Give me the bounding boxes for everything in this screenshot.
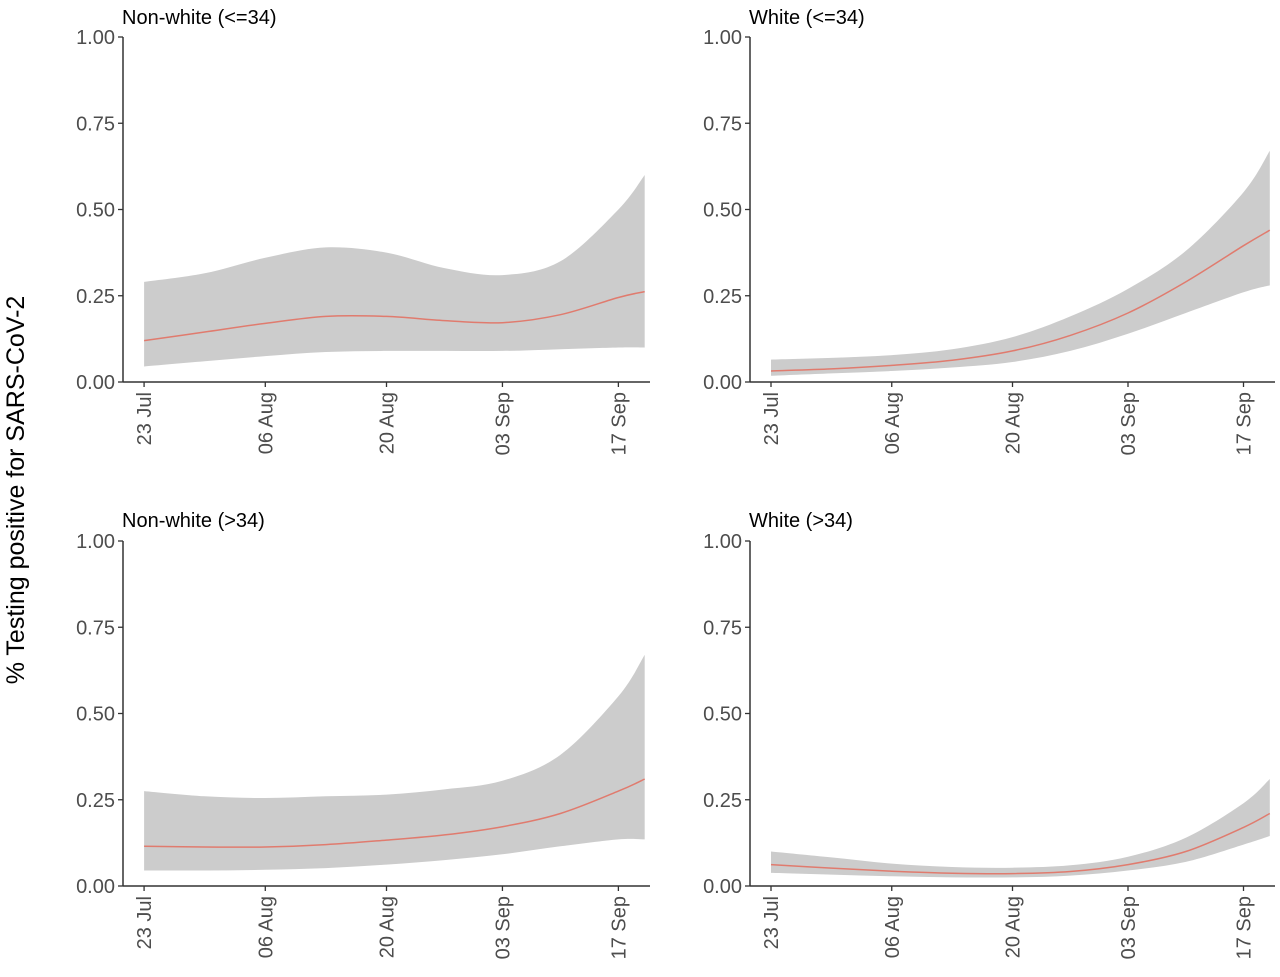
fit-line <box>770 229 1271 372</box>
y-tick-label: 0.50 <box>76 704 115 726</box>
y-tick-label: 0.00 <box>703 876 742 898</box>
panels: Non-white (<=34) 0.00 0.25 0.50 0.75 1.00 23 J… <box>76 7 1275 959</box>
y-axis-title: % Testing positive for SARS-CoV-2 <box>2 296 30 685</box>
y-tick-label: 0.50 <box>703 704 742 726</box>
fit-line <box>770 812 1271 875</box>
x-tick-label: 03 Sep <box>1118 896 1140 959</box>
fit-line <box>143 290 645 342</box>
x-tick-label: 20 Aug <box>377 392 399 454</box>
x-tick-label: 06 Aug <box>255 896 277 958</box>
x-tick-label: 06 Aug <box>882 896 904 958</box>
confidence-band <box>771 779 1270 878</box>
y-tick-label: 0.75 <box>76 113 115 135</box>
x-tick-label: 23 Jul <box>761 392 783 445</box>
confidence-band <box>771 150 1270 376</box>
y-tick-label: 0.50 <box>703 200 742 222</box>
y-tick-label: 0.25 <box>703 286 742 308</box>
y-tick-label: 0.25 <box>76 790 115 812</box>
x-tick-label: 20 Aug <box>1003 896 1025 958</box>
y-tick-label: 0.75 <box>703 113 742 135</box>
x-tick-label: 20 Aug <box>377 896 399 958</box>
y-tick-label: 1.00 <box>76 27 115 49</box>
panel-title: Non-white (<=34) <box>122 7 277 29</box>
y-tick-label: 1.00 <box>76 531 115 553</box>
x-tick-label: 03 Sep <box>492 896 514 959</box>
x-tick-label: 20 Aug <box>1003 392 1025 454</box>
confidence-band <box>144 175 645 367</box>
x-tick-label: 06 Aug <box>882 392 904 454</box>
x-tick-label: 06 Aug <box>255 392 277 454</box>
y-tick-label: 0.00 <box>703 372 742 394</box>
y-tick-label: 1.00 <box>703 531 742 553</box>
x-tick-label: 23 Jul <box>134 392 156 445</box>
confidence-band <box>144 654 645 871</box>
x-tick-label: 03 Sep <box>492 392 514 455</box>
y-tick-label: 0.00 <box>76 876 115 898</box>
y-tick-label: 0.50 <box>76 200 115 222</box>
x-tick-label: 17 Sep <box>608 896 630 959</box>
panel-2: White (<=34) 0.00 0.25 0.50 0.75 1.00 23 Jul 06… <box>703 7 1275 455</box>
y-tick-label: 0.25 <box>76 286 115 308</box>
y-tick-label: 0.75 <box>703 617 742 639</box>
panel-3: Non-white (>34) 0.00 0.25 0.50 0.75 1.00 23 Ju… <box>76 510 650 959</box>
x-tick-label: 17 Sep <box>1234 896 1256 959</box>
y-tick-label: 0.00 <box>76 372 115 394</box>
panel-title: White (>34) <box>749 510 853 532</box>
y-tick-label: 0.75 <box>76 617 115 639</box>
x-tick-label: 03 Sep <box>1118 392 1140 455</box>
y-tick-label: 1.00 <box>703 27 742 49</box>
panel-title: Non-white (>34) <box>122 510 265 532</box>
panel-title: White (<=34) <box>749 7 865 29</box>
fit-line <box>144 778 646 848</box>
panel-1: Non-white (<=34) 0.00 0.25 0.50 0.75 1.00 23 J… <box>76 7 650 455</box>
x-tick-label: 17 Sep <box>608 392 630 455</box>
x-tick-label: 23 Jul <box>761 896 783 949</box>
x-tick-label: 17 Sep <box>1234 392 1256 455</box>
panel-4: White (>34) 0.00 0.25 0.50 0.75 1.00 23 Jul 06 … <box>703 510 1275 959</box>
x-tick-label: 23 Jul <box>134 896 156 949</box>
y-tick-label: 0.25 <box>703 790 742 812</box>
